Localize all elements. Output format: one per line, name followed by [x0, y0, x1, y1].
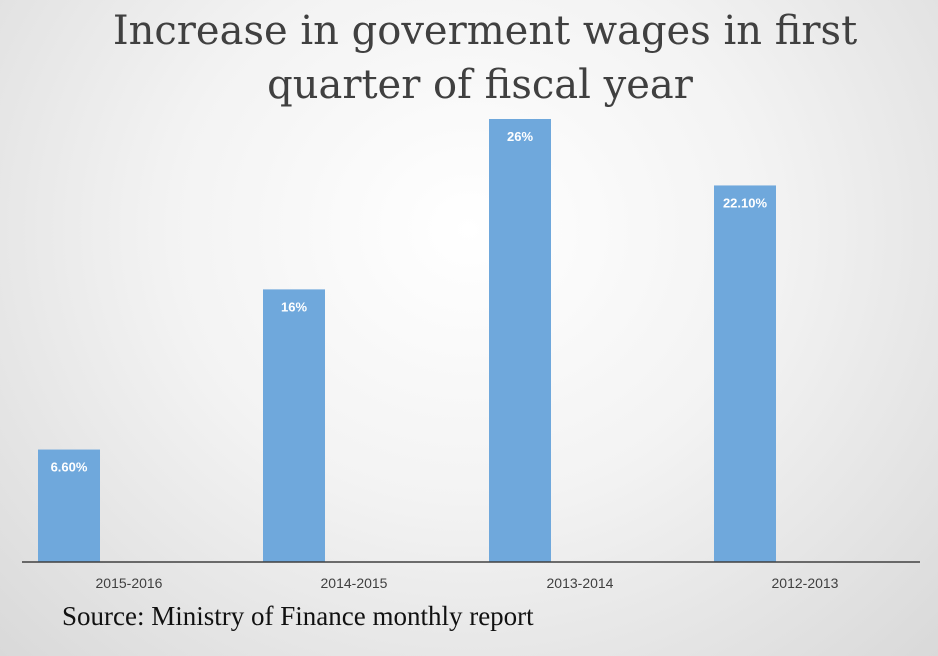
- bar-2013-2014: [489, 119, 551, 562]
- x-tick-label-2015-2016: 2015-2016: [96, 575, 163, 591]
- data-label-2015-2016: 6.60%: [51, 460, 88, 475]
- data-label-2012-2013: 22.10%: [723, 195, 768, 210]
- chart-title-line-1: Increase in goverment wages in first: [113, 8, 857, 54]
- bar-2012-2013: [714, 185, 776, 562]
- x-tick-label-2014-2015: 2014-2015: [321, 575, 388, 591]
- chart-title-line-2: quarter of fiscal year: [267, 62, 694, 108]
- data-label-2014-2015: 16%: [281, 299, 307, 314]
- x-tick-labels: 2015-2016 2014-2015 2013-2014 2012-2013: [96, 575, 839, 591]
- x-tick-label-2013-2014: 2013-2014: [547, 575, 614, 591]
- data-label-2013-2014: 26%: [507, 129, 533, 144]
- bars-layer: 6.60% 16% 26% 22.10%: [38, 119, 776, 562]
- source-note: Source: Ministry of Finance monthly repo…: [62, 601, 534, 631]
- bar-2015-2016: [38, 449, 100, 562]
- x-tick-label-2012-2013: 2012-2013: [772, 575, 839, 591]
- bar-2014-2015: [263, 289, 325, 562]
